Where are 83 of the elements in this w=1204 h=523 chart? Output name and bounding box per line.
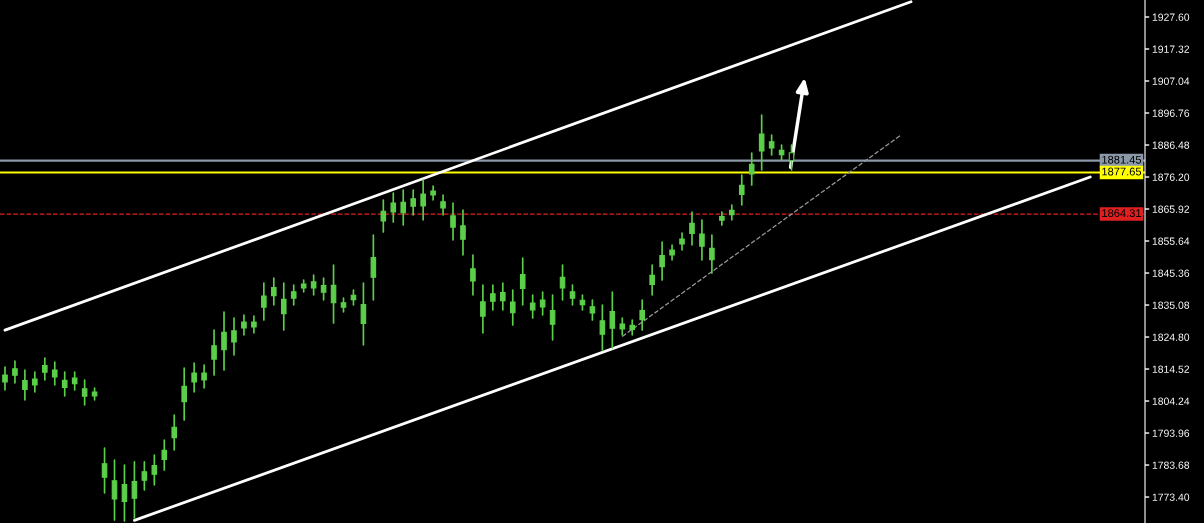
candlestick — [121, 464, 128, 522]
candlestick — [131, 461, 138, 519]
candlestick — [699, 219, 705, 261]
candlestick — [748, 152, 755, 186]
y-tick-label: 1855.64 — [1152, 237, 1190, 245]
candlestick — [370, 234, 377, 301]
candlestick — [500, 282, 506, 311]
y-tick-label: 1824.80 — [1152, 333, 1190, 341]
candlestick — [320, 277, 327, 301]
candlestick — [12, 360, 18, 384]
candlestick — [241, 314, 247, 336]
candlestick — [758, 114, 765, 171]
candlestick — [659, 241, 665, 281]
y-tick-label: 1907.04 — [1152, 77, 1190, 85]
y-tick-label: 1927.60 — [1152, 13, 1190, 21]
candlestick — [400, 189, 407, 226]
y-tick-label: 1917.32 — [1152, 45, 1190, 53]
candlestick — [191, 362, 197, 393]
y-tick-label: 1783.68 — [1152, 461, 1190, 469]
candlestick — [669, 244, 675, 261]
candlestick — [539, 291, 546, 316]
candlestick — [609, 291, 616, 349]
candlestick — [151, 454, 158, 486]
candlestick — [410, 189, 416, 216]
ref-line-label: 1877.65 — [1102, 167, 1142, 176]
candlestick — [42, 357, 48, 381]
candlestick — [380, 199, 387, 233]
candlestick — [81, 379, 88, 406]
candlestick — [141, 461, 148, 491]
candlestick — [470, 254, 476, 296]
y-tick-label: 1804.24 — [1152, 397, 1190, 405]
candlestick — [161, 439, 168, 471]
candlestick — [460, 209, 466, 256]
candlestick — [509, 289, 516, 326]
candlestick — [2, 366, 8, 391]
candlestick — [440, 194, 446, 216]
candlestick — [181, 367, 187, 421]
candlestick — [280, 282, 287, 331]
candlestick — [529, 294, 536, 319]
candlestick — [709, 234, 715, 274]
candlestick — [549, 294, 556, 341]
candlestick — [768, 134, 775, 156]
y-tick-label: 1793.96 — [1152, 429, 1190, 437]
candlestick — [360, 282, 367, 346]
candlestick — [201, 364, 207, 389]
y-tick-label: 1773.40 — [1152, 493, 1190, 501]
candlestick — [738, 174, 745, 206]
candlestick — [261, 282, 267, 321]
candlestick — [221, 311, 227, 371]
candlestick — [111, 459, 118, 521]
candlestick — [649, 264, 655, 296]
candlestick — [589, 299, 596, 321]
candlestick — [390, 192, 397, 223]
candlestick — [271, 277, 277, 306]
candlestick — [101, 447, 108, 494]
candlestick — [639, 299, 645, 331]
ref-line-label: 1864.31 — [1102, 209, 1142, 218]
candlestick — [450, 202, 456, 241]
y-tick-label: 1886.48 — [1152, 141, 1190, 149]
y-tick-label: 1865.92 — [1152, 205, 1190, 213]
candlestick — [599, 304, 606, 351]
candlestick — [171, 414, 178, 451]
candlestick — [32, 371, 38, 393]
candlestick — [211, 329, 217, 376]
y-tick-label: 1896.76 — [1152, 109, 1190, 117]
y-tick-label: 1845.36 — [1152, 269, 1190, 277]
candlestick — [51, 361, 58, 386]
candlestick — [310, 274, 317, 296]
candlestick — [569, 284, 576, 306]
candlestick — [490, 284, 496, 311]
candlestick — [231, 317, 237, 356]
candlestick — [22, 369, 28, 401]
y-tick-label: 1835.08 — [1152, 301, 1190, 309]
candlestick — [290, 284, 297, 306]
candlestick — [480, 284, 486, 334]
candlestick — [61, 371, 68, 397]
candlestick — [788, 144, 795, 171]
y-tick-label: 1814.52 — [1152, 365, 1190, 373]
y-tick-label: 1876.20 — [1152, 173, 1190, 181]
candlestick — [689, 211, 695, 246]
ref-line-label: 1881.45 — [1102, 155, 1142, 164]
candlestick — [420, 179, 426, 221]
candlestick — [519, 257, 526, 306]
